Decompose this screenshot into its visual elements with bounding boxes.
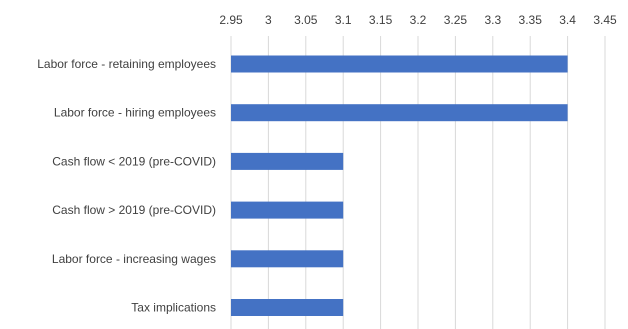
x-tick-label: 3.4 <box>559 13 576 27</box>
x-tick-label: 3.45 <box>593 13 617 27</box>
category-labels: Labor force - retaining employees Labor f… <box>37 57 216 315</box>
bar <box>231 55 568 73</box>
category-label: Cash flow > 2019 (pre-COVID) <box>52 203 216 217</box>
bar <box>231 152 344 170</box>
category-label: Labor force - retaining employees <box>37 57 216 71</box>
x-tick-label: 3.05 <box>294 13 318 27</box>
x-tick-label: 3.15 <box>369 13 393 27</box>
x-tick-label: 3.35 <box>519 13 543 27</box>
bar <box>231 104 568 122</box>
bar <box>231 201 344 219</box>
category-label: Tax implications <box>131 301 216 315</box>
bar <box>231 250 344 268</box>
x-tick-label: 3.25 <box>444 13 468 27</box>
bars <box>231 55 568 316</box>
category-label: Labor force - hiring employees <box>54 106 216 120</box>
x-tick-label: 3.3 <box>484 13 501 27</box>
category-label: Labor force - increasing wages <box>52 252 216 266</box>
x-tick-label: 2.95 <box>219 13 243 27</box>
x-tick-label: 3 <box>265 13 272 27</box>
x-axis-tick-labels: 2.95 3 3.05 3.1 3.15 3.2 3.25 3.3 3.35 3.4 3.45 <box>219 13 617 27</box>
x-tick-label: 3.1 <box>335 13 352 27</box>
grid-lines <box>230 36 606 329</box>
category-label: Cash flow < 2019 (pre-COVID) <box>52 154 216 168</box>
bar <box>231 299 344 316</box>
x-tick-label: 3.2 <box>410 13 427 27</box>
